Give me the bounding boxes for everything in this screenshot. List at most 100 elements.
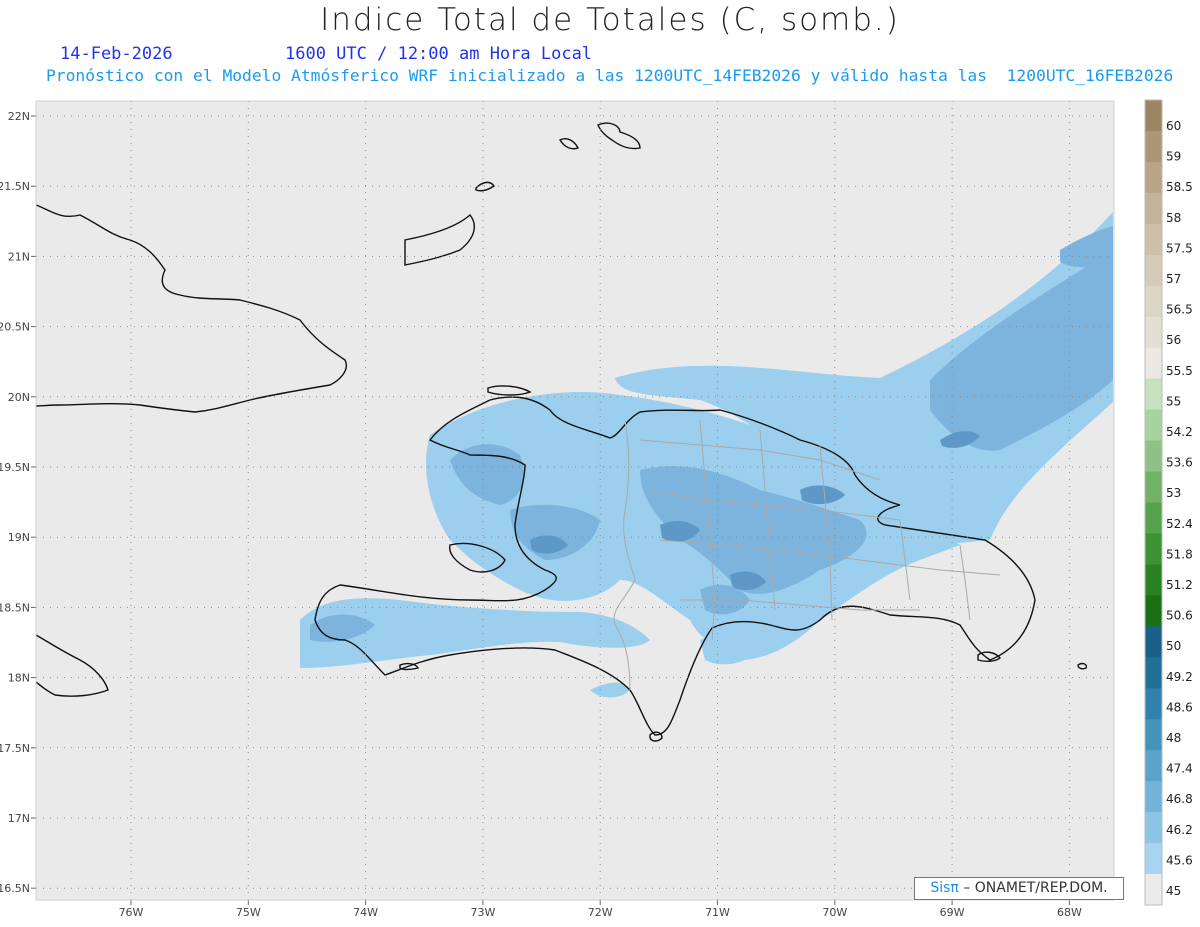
colorbar-label: 53 <box>1166 486 1181 500</box>
lat-label: 16.5N <box>0 882 30 895</box>
colorbar-label: 57.5 <box>1166 241 1193 255</box>
border-dr-provinces-9 <box>959 544 971 621</box>
colorbar-label: 50 <box>1166 639 1181 653</box>
index-shading-dark <box>530 431 980 591</box>
coast-saona-island <box>977 651 1001 663</box>
coast-beata-island <box>649 731 663 742</box>
coast-tortuga-island <box>487 385 532 396</box>
colorbar-swatch <box>1145 223 1162 256</box>
lon-label: 72W <box>588 906 613 919</box>
colorbar-label: 48.6 <box>1166 700 1193 714</box>
colorbar-swatch <box>1145 843 1162 875</box>
coast-turks-caicos <box>597 122 641 150</box>
colorbar-swatch <box>1145 161 1162 194</box>
lon-label: 68W <box>1057 906 1082 919</box>
border-dr-provinces-7 <box>819 444 833 621</box>
border-dr-provinces-4 <box>680 599 920 611</box>
shade-central-south <box>700 634 760 665</box>
coast-cuba <box>35 204 347 413</box>
lon-label: 74W <box>353 906 378 919</box>
colorbar-swatch <box>1145 285 1162 318</box>
shade-dark-haiti <box>530 535 568 554</box>
colorbar-label: 56 <box>1166 333 1181 347</box>
shade-south-patch <box>590 682 630 698</box>
map-frame <box>35 100 1115 901</box>
colorbar-label: 45 <box>1166 884 1181 898</box>
shade-mid-atlantic <box>930 250 1113 451</box>
colorbar-label: 52.4 <box>1166 517 1193 531</box>
credit-box: Sisπ – ONAMET/REP.DOM. <box>914 877 1124 900</box>
colorbar-label: 45.6 <box>1166 853 1193 867</box>
lat-label: 17N <box>8 812 30 825</box>
coast-great-inagua <box>475 181 495 192</box>
coast-hispaniola <box>314 396 1036 736</box>
colorbar-label: 51.2 <box>1166 578 1193 592</box>
lon-label: 76W <box>119 906 144 919</box>
colorbar-swatch <box>1145 750 1162 782</box>
colorbar-label: 51.8 <box>1166 547 1193 561</box>
shade-mid-cibao <box>640 466 867 594</box>
colorbar-label: 46.2 <box>1166 823 1193 837</box>
longitude-labels: 76W 75W 74W 73W 72W 71W 70W 69W 68W <box>119 900 1082 919</box>
lat-label: 18.5N <box>0 601 30 614</box>
colorbar-label: 56.5 <box>1166 303 1193 317</box>
colorbar-frame <box>1144 99 1163 906</box>
lat-label: 18N <box>8 672 30 685</box>
colorbar-swatch <box>1145 626 1162 658</box>
lat-label: 19N <box>8 531 30 544</box>
lat-label: 20N <box>8 391 30 404</box>
border-dr-provinces-2 <box>649 489 901 521</box>
colorbar-swatch <box>1145 471 1162 503</box>
time-label: 1600 UTC / 12:00 am Hora Local <box>285 44 593 64</box>
colorbar-swatch <box>1145 409 1162 442</box>
colorbar-swatch <box>1145 719 1162 751</box>
shade-mid-haiti-north <box>450 444 524 505</box>
shade-mid-north-band <box>1060 226 1113 268</box>
border-dr-provinces-1 <box>639 439 881 481</box>
colorbar-label: 58.5 <box>1166 180 1193 194</box>
lat-label: 20.5N <box>0 321 30 334</box>
colorbar-swatch <box>1145 781 1162 813</box>
graticule <box>36 101 1114 900</box>
lat-label: 21N <box>8 250 30 263</box>
shade-dark-south <box>730 571 766 591</box>
coast-vache-island <box>399 662 420 671</box>
colorbar-swatch <box>1145 533 1162 565</box>
colorbar-label: 59 <box>1166 150 1181 164</box>
colorbar-swatch <box>1145 440 1162 473</box>
colorbar-swatch <box>1145 657 1162 689</box>
coastlines <box>35 122 1088 742</box>
colorbar-swatch <box>1145 254 1162 287</box>
colorbar-label: 55.5 <box>1166 364 1193 378</box>
colorbar-swatch <box>1145 595 1162 627</box>
colorbar-swatch <box>1145 100 1162 132</box>
province-borders <box>613 419 1001 691</box>
lon-label: 73W <box>470 906 495 919</box>
shade-atlantic-band <box>615 212 1113 545</box>
colorbar-swatch <box>1145 874 1162 906</box>
lon-label: 70W <box>822 906 847 919</box>
lat-label: 22N <box>8 110 30 123</box>
colorbar-label: 46.8 <box>1166 792 1193 806</box>
colorbar-label: 58 <box>1166 211 1181 225</box>
border-dr-provinces-6 <box>759 429 776 611</box>
colorbar-label: 48 <box>1166 731 1181 745</box>
coast-gonave-island <box>448 542 506 573</box>
shade-dark-cordillera <box>660 520 700 542</box>
lon-label: 71W <box>705 906 730 919</box>
colorbar-swatch <box>1145 192 1162 225</box>
colorbar-label: 57 <box>1166 272 1181 286</box>
colorbar-swatch <box>1145 130 1162 163</box>
colorbar-label: 50.6 <box>1166 609 1193 623</box>
coast-caicos-east <box>558 138 579 150</box>
coast-jamaica <box>35 634 109 697</box>
colorbar-label: 47.4 <box>1166 762 1193 776</box>
shade-south-peninsula <box>300 598 650 668</box>
latitude-labels: 22N 21.5N 21N 20.5N 20N 19.5N 19N 18.5N 18N 17.5N… <box>0 110 36 895</box>
colorbar-label: 60 <box>1166 119 1181 133</box>
shade-dark-northeast <box>800 485 845 505</box>
colorbar-swatch <box>1145 812 1162 844</box>
date-label: 14-Feb-2026 <box>60 44 173 64</box>
border-haiti-dr <box>613 419 636 691</box>
